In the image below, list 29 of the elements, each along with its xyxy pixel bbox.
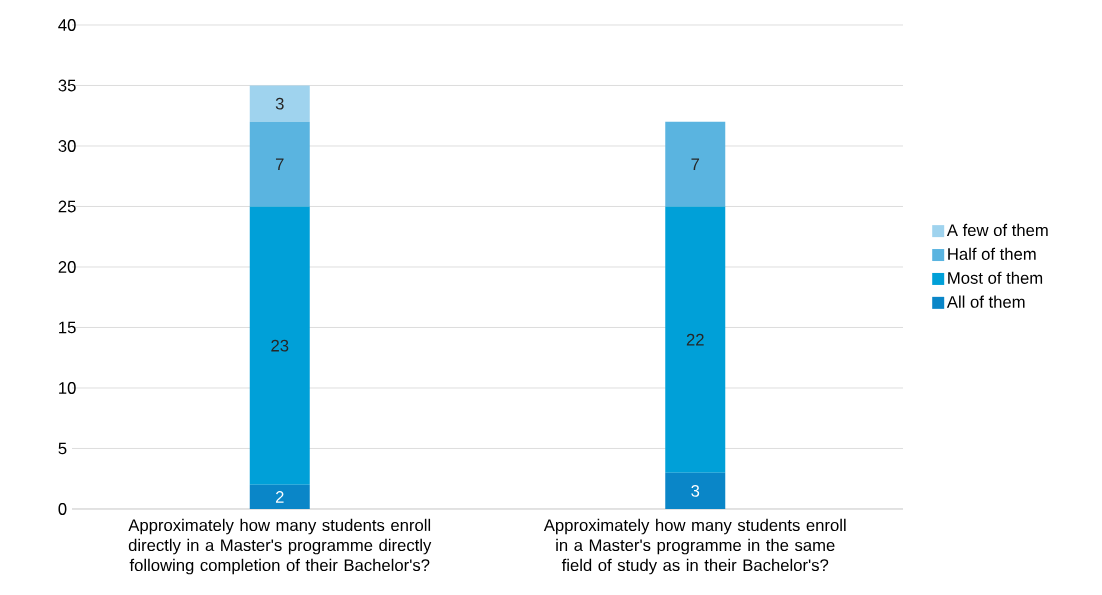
legend-label: Half of them	[948, 247, 1036, 260]
data-label: 7	[691, 158, 700, 170]
bar	[249, 121, 310, 207]
legend-label: All of them	[946, 295, 1025, 308]
data-label: 7	[275, 158, 284, 170]
data-label: 3	[275, 97, 284, 110]
y-tick-label: 20	[58, 261, 76, 273]
y-tick-label: 10	[59, 382, 76, 394]
x-tick-label: Approximately how many students enroll in a Master's programme in the same field of study as in their Bachelor's?	[543, 518, 846, 575]
legend-label: A few of them	[946, 223, 1048, 237]
bar	[249, 484, 310, 509]
bar	[665, 472, 726, 509]
x-tick-label: Approximately how many students enroll directly in a Master's programme directly following completion of their Bachelor's?	[128, 518, 432, 575]
y-tick-label: 15	[59, 321, 76, 334]
data-label: 3	[691, 484, 700, 497]
bar	[249, 85, 310, 122]
y-tick-label: 30	[58, 140, 76, 152]
y-tick-label: 35	[58, 79, 76, 92]
bar	[665, 206, 726, 473]
data-label: 22	[686, 333, 704, 346]
y-tick-label: 5	[58, 442, 67, 455]
y-tick-label: 0	[58, 503, 67, 515]
y-tick-label: 40	[58, 19, 76, 31]
y-tick-label: 25	[58, 200, 76, 213]
bar	[249, 206, 310, 485]
data-label: 23	[271, 339, 289, 352]
legend-label: Most of them	[948, 271, 1043, 284]
bar	[665, 121, 726, 207]
data-label: 2	[275, 491, 284, 503]
